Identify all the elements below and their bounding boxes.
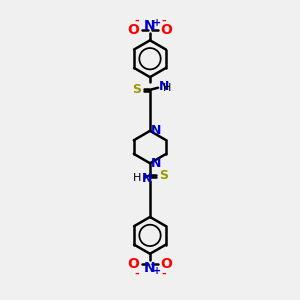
Text: N: N (159, 80, 169, 94)
Text: N: N (144, 261, 156, 275)
Text: O: O (160, 257, 172, 272)
Text: O: O (128, 23, 140, 37)
Text: O: O (128, 257, 140, 272)
Text: N: N (142, 172, 152, 185)
Text: -: - (161, 268, 166, 278)
Text: S: S (159, 169, 168, 182)
Text: +: + (153, 18, 161, 28)
Text: N: N (151, 124, 161, 137)
Text: N: N (144, 19, 156, 33)
Text: O: O (160, 23, 172, 37)
Text: N: N (151, 157, 161, 170)
Text: -: - (161, 16, 166, 26)
Text: +: + (153, 266, 161, 276)
Text: H: H (163, 83, 172, 93)
Text: H: H (133, 173, 142, 183)
Text: -: - (134, 16, 139, 26)
Text: S: S (132, 83, 141, 96)
Text: -: - (134, 268, 139, 278)
